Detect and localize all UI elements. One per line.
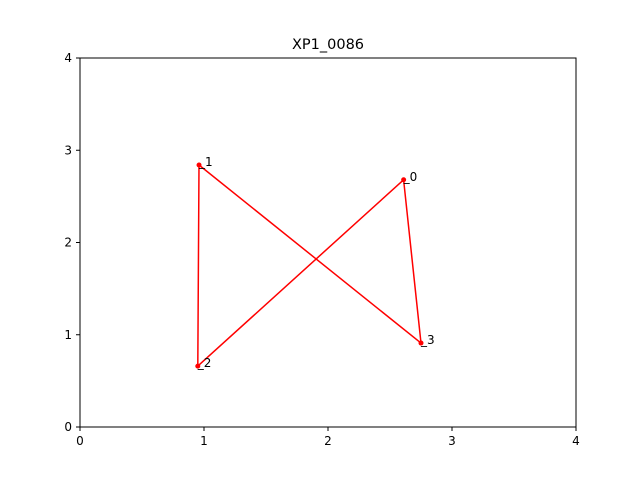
y-tick-label: 4 [64, 51, 72, 65]
point-label: _3 [420, 333, 435, 347]
x-tick-label: 1 [200, 434, 208, 448]
series-line [197, 164, 422, 367]
point-label: _2 [197, 356, 212, 370]
x-tick-label: 2 [324, 434, 332, 448]
y-tick-label: 1 [64, 328, 72, 342]
x-tick-label: 3 [448, 434, 456, 448]
axes-frame [79, 57, 577, 428]
data-point [195, 363, 201, 369]
data-point [418, 340, 424, 346]
x-tick-label: 4 [572, 434, 580, 448]
data-point [401, 177, 407, 183]
point-label: _0 [403, 170, 418, 184]
x-tick-label: 0 [76, 434, 84, 448]
y-tick-label: 3 [64, 143, 72, 157]
y-tick-label: 2 [64, 236, 72, 250]
chart-title: XP1_0086 [292, 37, 364, 53]
point-label: _1 [198, 155, 213, 169]
data-point [196, 162, 202, 168]
plot-area: _0 _3 _1 _2 [195, 155, 435, 370]
axes: 0 1 2 3 4 0 1 2 3 4 [64, 51, 579, 448]
y-tick-label: 0 [64, 420, 72, 434]
